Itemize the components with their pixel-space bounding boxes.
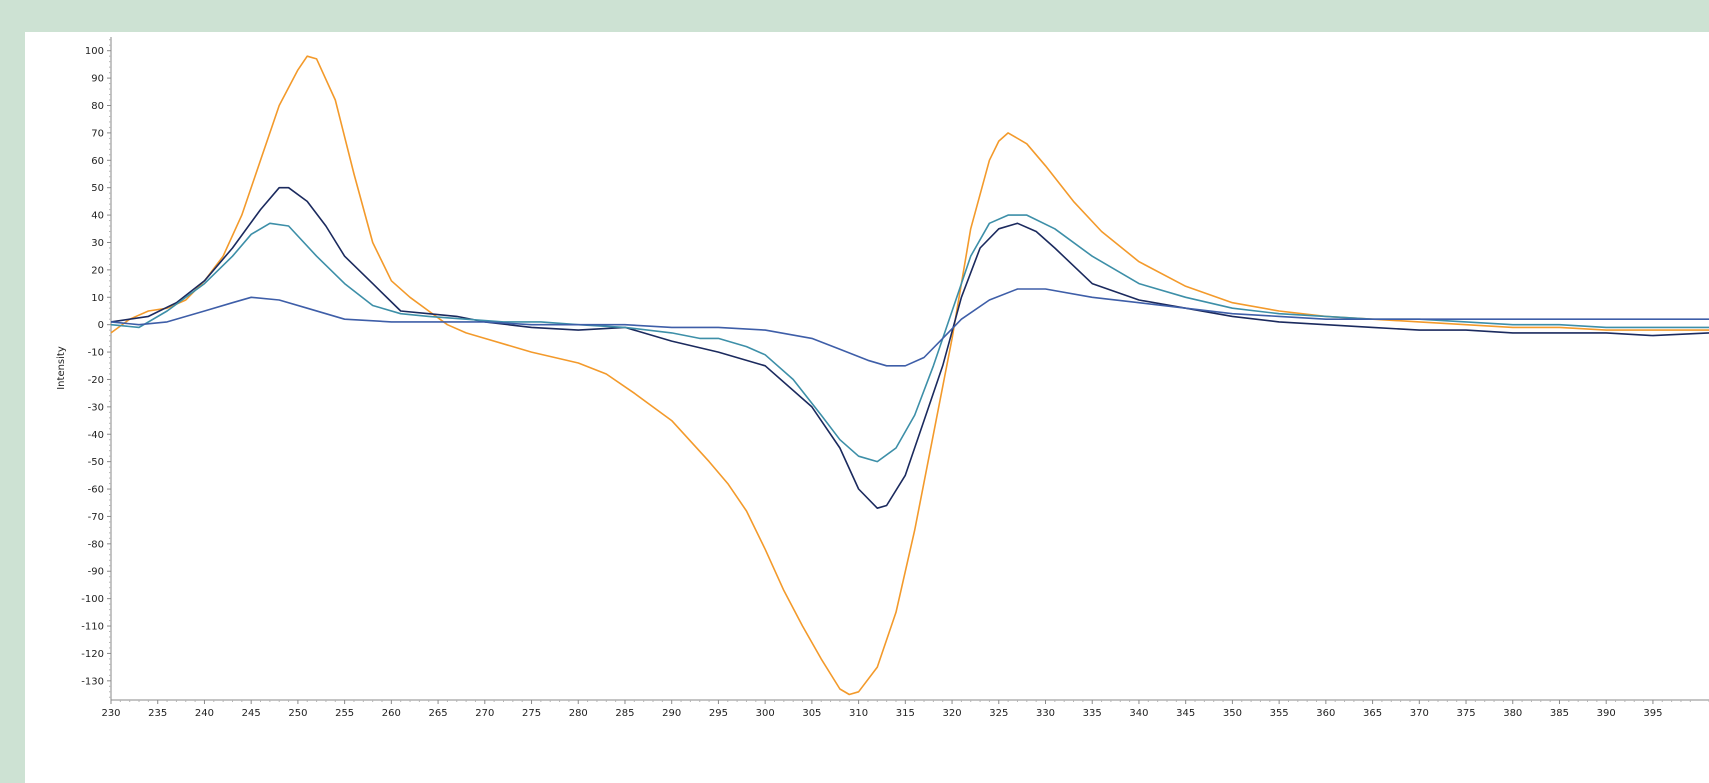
y-tick-label: -20 (88, 375, 104, 386)
x-tick-label: 325 (989, 708, 1008, 719)
x-tick-label: 300 (756, 708, 775, 719)
series-line-1 (110, 55, 1709, 696)
x-tick-label: 235 (148, 708, 167, 719)
x-tick-label: 280 (569, 708, 588, 719)
x-tick-label: 370 (1410, 708, 1429, 719)
x-tick-label: 365 (1363, 708, 1382, 719)
y-tick-label: -10 (88, 348, 104, 359)
y-tick-label: -40 (88, 430, 104, 441)
x-tick-label: 380 (1503, 708, 1522, 719)
y-tick-label: 0 (98, 320, 104, 331)
y-tick-label: 30 (91, 238, 104, 249)
series-line-3 (110, 214, 1709, 463)
x-axis-ticks: 230 235 240 245 250 255 260 265 270 275 280 285 290 2… (101, 700, 1709, 719)
series-line-2 (110, 186, 1709, 509)
y-tick-label: -60 (88, 485, 104, 496)
x-tick-label: 265 (429, 708, 448, 719)
x-tick-label: 240 (195, 708, 214, 719)
x-tick-label: 250 (288, 708, 307, 719)
y-tick-label: -50 (88, 457, 104, 468)
line-chart: 1009080706050403020100-10-20-30-40-50-60… (56, 37, 1709, 719)
x-tick-label: 260 (382, 708, 401, 719)
x-tick-label: 255 (335, 708, 354, 719)
y-tick-label: 100 (85, 46, 104, 57)
y-tick-label: -30 (88, 402, 104, 413)
x-tick-label: 355 (1270, 708, 1289, 719)
x-tick-label: 275 (522, 708, 541, 719)
y-tick-label: -130 (81, 676, 104, 687)
x-tick-label: 390 (1597, 708, 1616, 719)
x-tick-label: 315 (896, 708, 915, 719)
y-tick-label: 60 (91, 156, 104, 167)
y-tick-label: -90 (88, 567, 104, 578)
x-tick-label: 350 (1223, 708, 1242, 719)
y-tick-label: 80 (91, 101, 104, 112)
x-tick-label: 340 (1129, 708, 1148, 719)
x-tick-label: 335 (1083, 708, 1102, 719)
x-tick-label: 270 (475, 708, 494, 719)
x-tick-label: 385 (1550, 708, 1569, 719)
y-axis-ticks: 1009080706050403020100-10-20-30-40-50-60… (81, 39, 111, 698)
x-tick-label: 320 (943, 708, 962, 719)
x-tick-label: 310 (849, 708, 868, 719)
y-tick-label: -80 (88, 539, 104, 550)
x-tick-label: 330 (1036, 708, 1055, 719)
x-tick-label: 285 (615, 708, 634, 719)
x-tick-label: 375 (1456, 708, 1475, 719)
y-tick-label: 70 (91, 128, 104, 139)
x-tick-label: 395 (1643, 708, 1662, 719)
y-axis-title: Intensity (56, 346, 67, 390)
y-tick-label: -70 (88, 512, 104, 523)
plot-panel: 100 90 80 70 60 50 40 30 20 10 0 -10 -20 -30 -40 -50 -60… (25, 32, 1709, 783)
x-tick-label: 345 (1176, 708, 1195, 719)
y-tick-label: -120 (81, 649, 104, 660)
y-tick-label: 90 (91, 74, 104, 85)
y-tick-label: 50 (91, 183, 104, 194)
x-tick-label: 245 (242, 708, 261, 719)
x-tick-label: 305 (802, 708, 821, 719)
y-tick-label: 10 (91, 293, 104, 304)
series-group (110, 55, 1709, 696)
x-tick-label: 290 (662, 708, 681, 719)
y-tick-label: -100 (81, 594, 104, 605)
y-tick-label: -110 (81, 622, 104, 633)
x-tick-label: 295 (709, 708, 728, 719)
x-tick-label: 230 (101, 708, 120, 719)
y-tick-label: 20 (91, 265, 104, 276)
series-line-4 (110, 288, 1709, 367)
x-tick-label: 360 (1316, 708, 1335, 719)
y-tick-label: 40 (91, 211, 104, 222)
